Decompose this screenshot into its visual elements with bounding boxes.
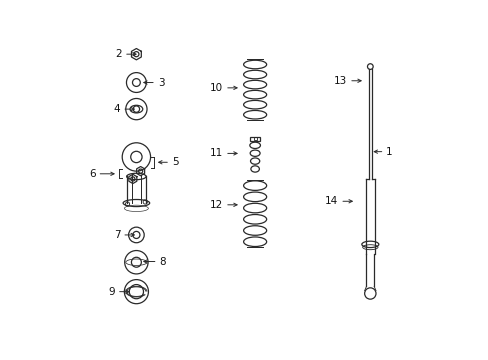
Bar (253, 137, 256, 140)
Text: 4: 4 (114, 104, 120, 114)
Text: 10: 10 (210, 83, 223, 93)
Text: 13: 13 (333, 76, 346, 86)
Text: 7: 7 (114, 230, 120, 240)
Text: 2: 2 (115, 49, 122, 59)
Bar (250, 138, 260, 141)
Text: 1: 1 (386, 147, 392, 157)
Text: 3: 3 (157, 77, 164, 87)
Text: 6: 6 (89, 169, 96, 179)
Text: 12: 12 (209, 200, 223, 210)
Text: 11: 11 (209, 148, 223, 158)
Text: 14: 14 (325, 196, 338, 206)
Text: 9: 9 (108, 287, 115, 297)
Text: 5: 5 (171, 157, 178, 167)
Text: 8: 8 (159, 257, 166, 266)
